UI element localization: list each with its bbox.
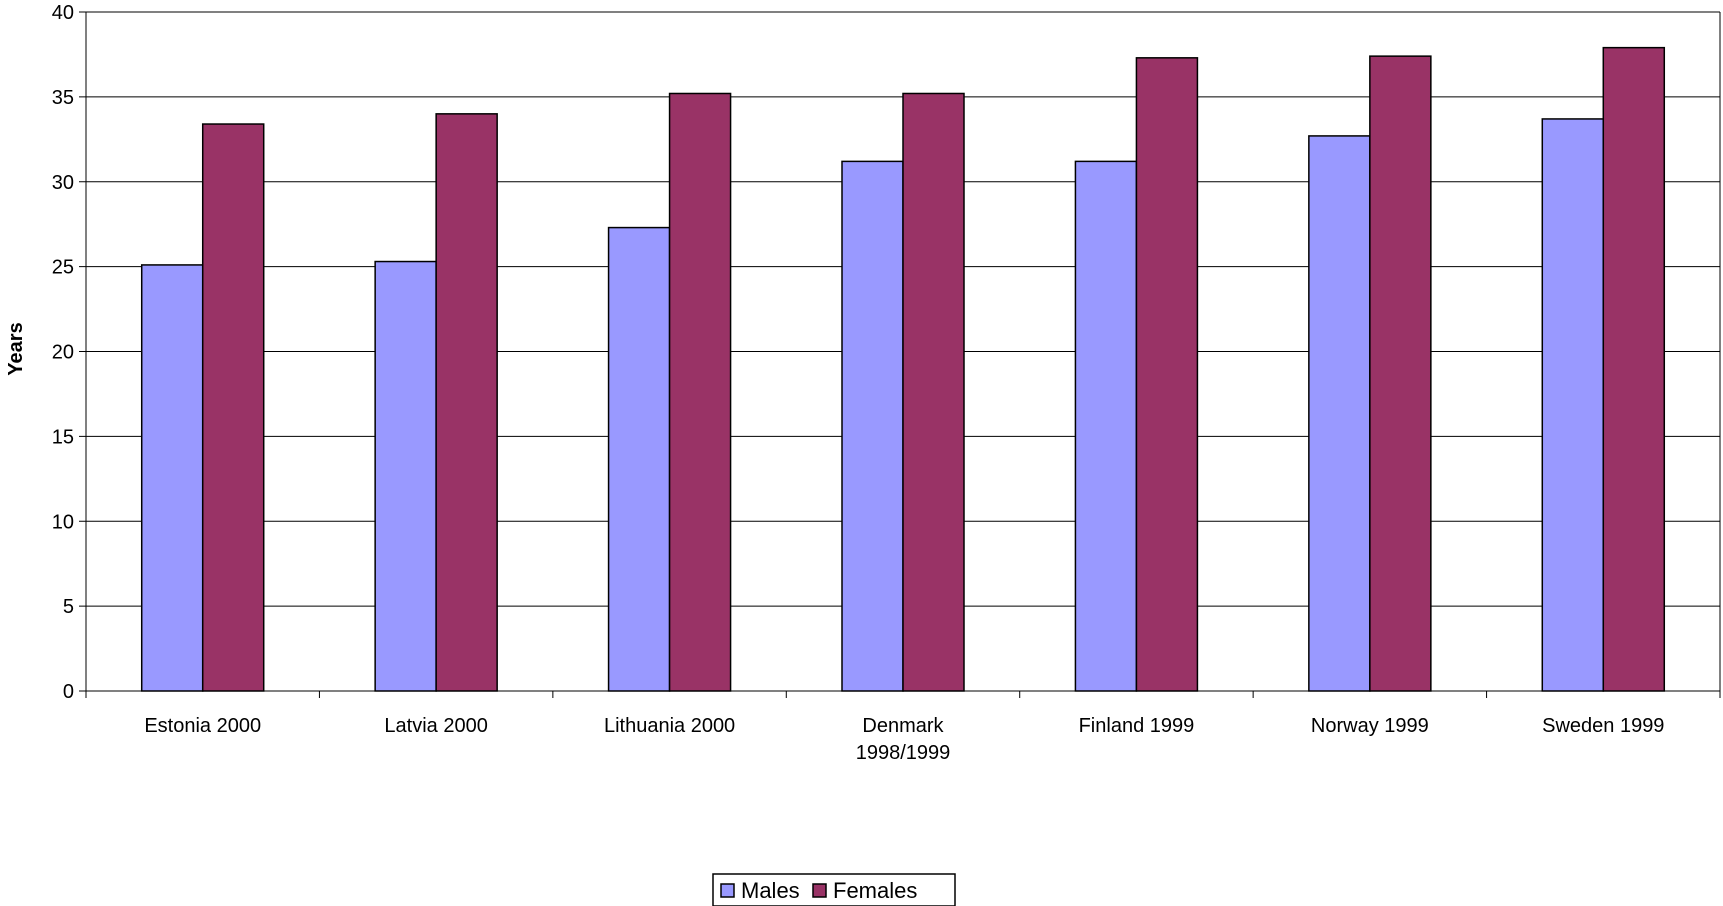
bar-males-5 <box>1308 135 1371 692</box>
x-category-label: Lithuania 2000 <box>604 715 735 737</box>
x-category-label: Sweden 1999 <box>1542 715 1664 737</box>
x-category-label: 1998/1999 <box>856 742 951 764</box>
bar-females-0 <box>201 123 265 692</box>
x-category-labels: Estonia 2000 Latvia 2000 Lithuania 2000 Den… <box>144 715 1664 764</box>
bar-males-3 <box>841 160 904 692</box>
axes <box>79 11 1721 698</box>
bar-females-4 <box>1135 57 1199 692</box>
x-category-label: Latvia 2000 <box>384 715 487 737</box>
legend-swatch-males <box>720 883 735 898</box>
bar-females-3 <box>902 92 965 692</box>
legend: Males Females <box>712 873 956 906</box>
bar-males-1 <box>374 260 437 692</box>
x-category-label: Denmark <box>862 715 944 737</box>
y-tick-label: 40 <box>52 2 74 24</box>
y-tick-label: 15 <box>52 426 74 448</box>
y-tick-label: 0 <box>63 681 74 703</box>
legend-label-males: Males <box>741 878 800 903</box>
y-tick-label: 25 <box>52 257 74 279</box>
bar-females-1 <box>435 113 498 692</box>
bar-females-2 <box>668 92 732 692</box>
x-category-label: Estonia 2000 <box>144 715 261 737</box>
bar-males-2 <box>607 226 671 692</box>
y-axis-title: Years <box>5 322 27 375</box>
bars <box>140 46 1666 692</box>
y-tick-label: 10 <box>52 511 74 533</box>
legend-swatch-females <box>812 883 827 898</box>
legend-box <box>712 873 956 906</box>
x-category-label: Norway 1999 <box>1311 715 1429 737</box>
y-tick-label: 35 <box>52 87 74 109</box>
y-tick-labels: 0 5 10 15 20 25 30 35 40 <box>52 2 74 703</box>
x-category-label: Finland 1999 <box>1079 715 1195 737</box>
legend-label-females: Females <box>833 878 917 903</box>
bar-females-5 <box>1369 55 1432 692</box>
bar-females-6 <box>1602 46 1666 692</box>
bar-males-6 <box>1541 118 1605 692</box>
bar-males-0 <box>140 264 204 692</box>
y-tick-label: 20 <box>52 342 74 364</box>
y-tick-label: 5 <box>63 596 74 618</box>
y-tick-label: 30 <box>52 172 74 194</box>
bar-males-4 <box>1074 160 1138 692</box>
